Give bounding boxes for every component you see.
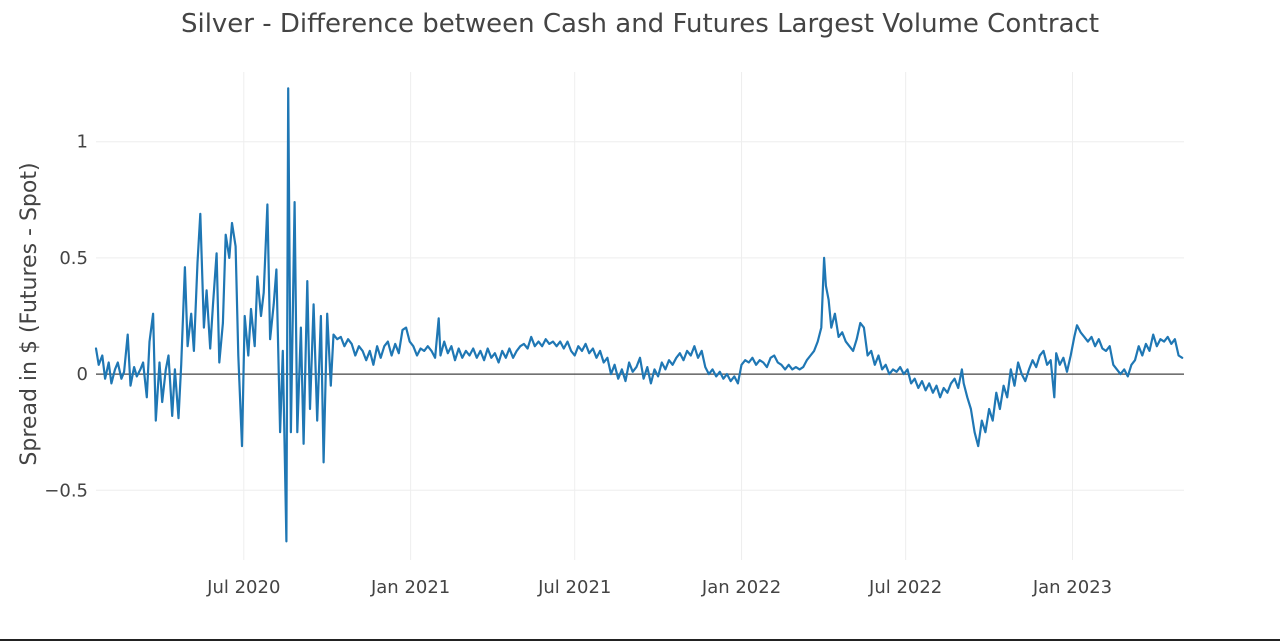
y-axis-label: Spread in $ (Futures - Spot) — [17, 162, 42, 465]
bottom-divider — [0, 639, 1280, 641]
series-layer — [94, 87, 1184, 543]
x-tick-label: Jul 2020 — [206, 577, 280, 598]
x-tick-label: Jul 2021 — [537, 577, 611, 598]
y-tick-label: 0.5 — [59, 248, 88, 269]
series-line — [94, 87, 1184, 543]
axes: 1 0.5 0 −0.5 Jul 2020 Jan 2021 Jul 2021 Jan 202… — [44, 132, 1184, 598]
x-tick-label: Jul 2022 — [868, 577, 942, 598]
gridlines — [96, 72, 1184, 560]
y-tick-label: −0.5 — [44, 480, 88, 501]
x-tick-label: Jan 2022 — [701, 577, 781, 598]
chart-title: Silver - Difference between Cash and Fut… — [181, 9, 1099, 39]
y-tick-label: 0 — [77, 364, 88, 385]
y-tick-label: 1 — [77, 132, 88, 153]
x-tick-label: Jan 2021 — [370, 577, 450, 598]
x-tick-label: Jan 2023 — [1032, 577, 1112, 598]
